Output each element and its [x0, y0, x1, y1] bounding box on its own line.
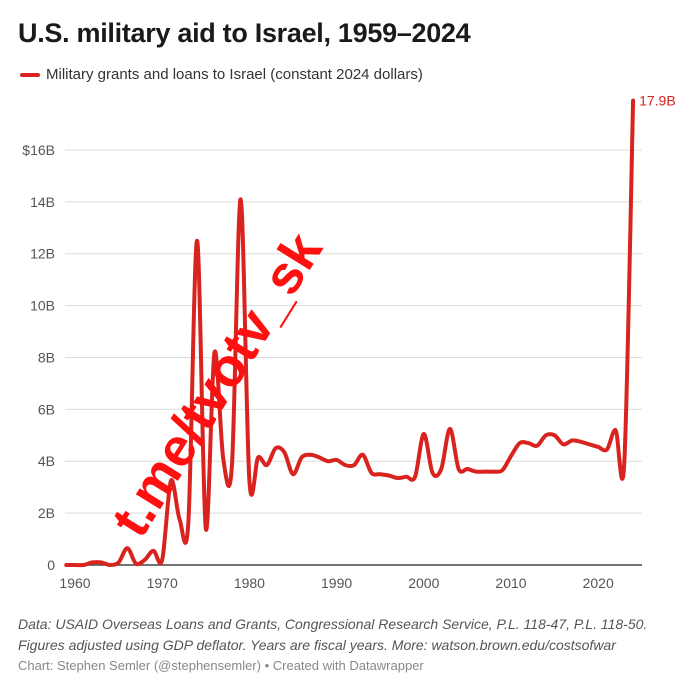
legend-label: Military grants and loans to Israel (con…	[46, 66, 423, 83]
y-tick-label: 4B	[38, 453, 55, 469]
y-tick-label: 6B	[38, 401, 55, 417]
y-tick-label: 2B	[38, 505, 55, 521]
y-tick-label: 12B	[30, 246, 55, 262]
x-tick-label: 1990	[321, 575, 352, 591]
legend-swatch	[20, 72, 40, 77]
x-tick-label: 2020	[583, 575, 614, 591]
y-tick-label: 0	[47, 557, 55, 573]
x-tick-label: 2000	[408, 575, 439, 591]
chart-credit: Chart: Stephen Semler (@stephensemler) •…	[18, 658, 424, 673]
x-tick-label: 1980	[234, 575, 265, 591]
y-tick-label: $16B	[22, 142, 55, 158]
legend: Military grants and loans to Israel (con…	[20, 66, 423, 83]
source-notes: Data: USAID Overseas Loans and Grants, C…	[18, 614, 647, 656]
data-label: 17.9B	[639, 93, 676, 109]
line-chart: 0 2B 4B 6B 8B 10B 12B 14B $16B 1960 1970 1980 1990 20…	[22, 93, 676, 591]
y-tick-label: 8B	[38, 349, 55, 365]
x-tick-label: 1960	[59, 575, 90, 591]
y-tick-label: 10B	[30, 298, 55, 314]
x-tick-label: 2010	[495, 575, 526, 591]
source-note-line: Data: USAID Overseas Loans and Grants, C…	[18, 616, 648, 632]
x-tick-label: 1970	[147, 575, 178, 591]
source-note-line: Figures adjusted using GDP deflator. Yea…	[18, 637, 616, 653]
series-line	[64, 98, 636, 568]
chart-title: U.S. military aid to Israel, 1959–2024	[18, 18, 471, 48]
y-tick-label: 14B	[30, 194, 55, 210]
